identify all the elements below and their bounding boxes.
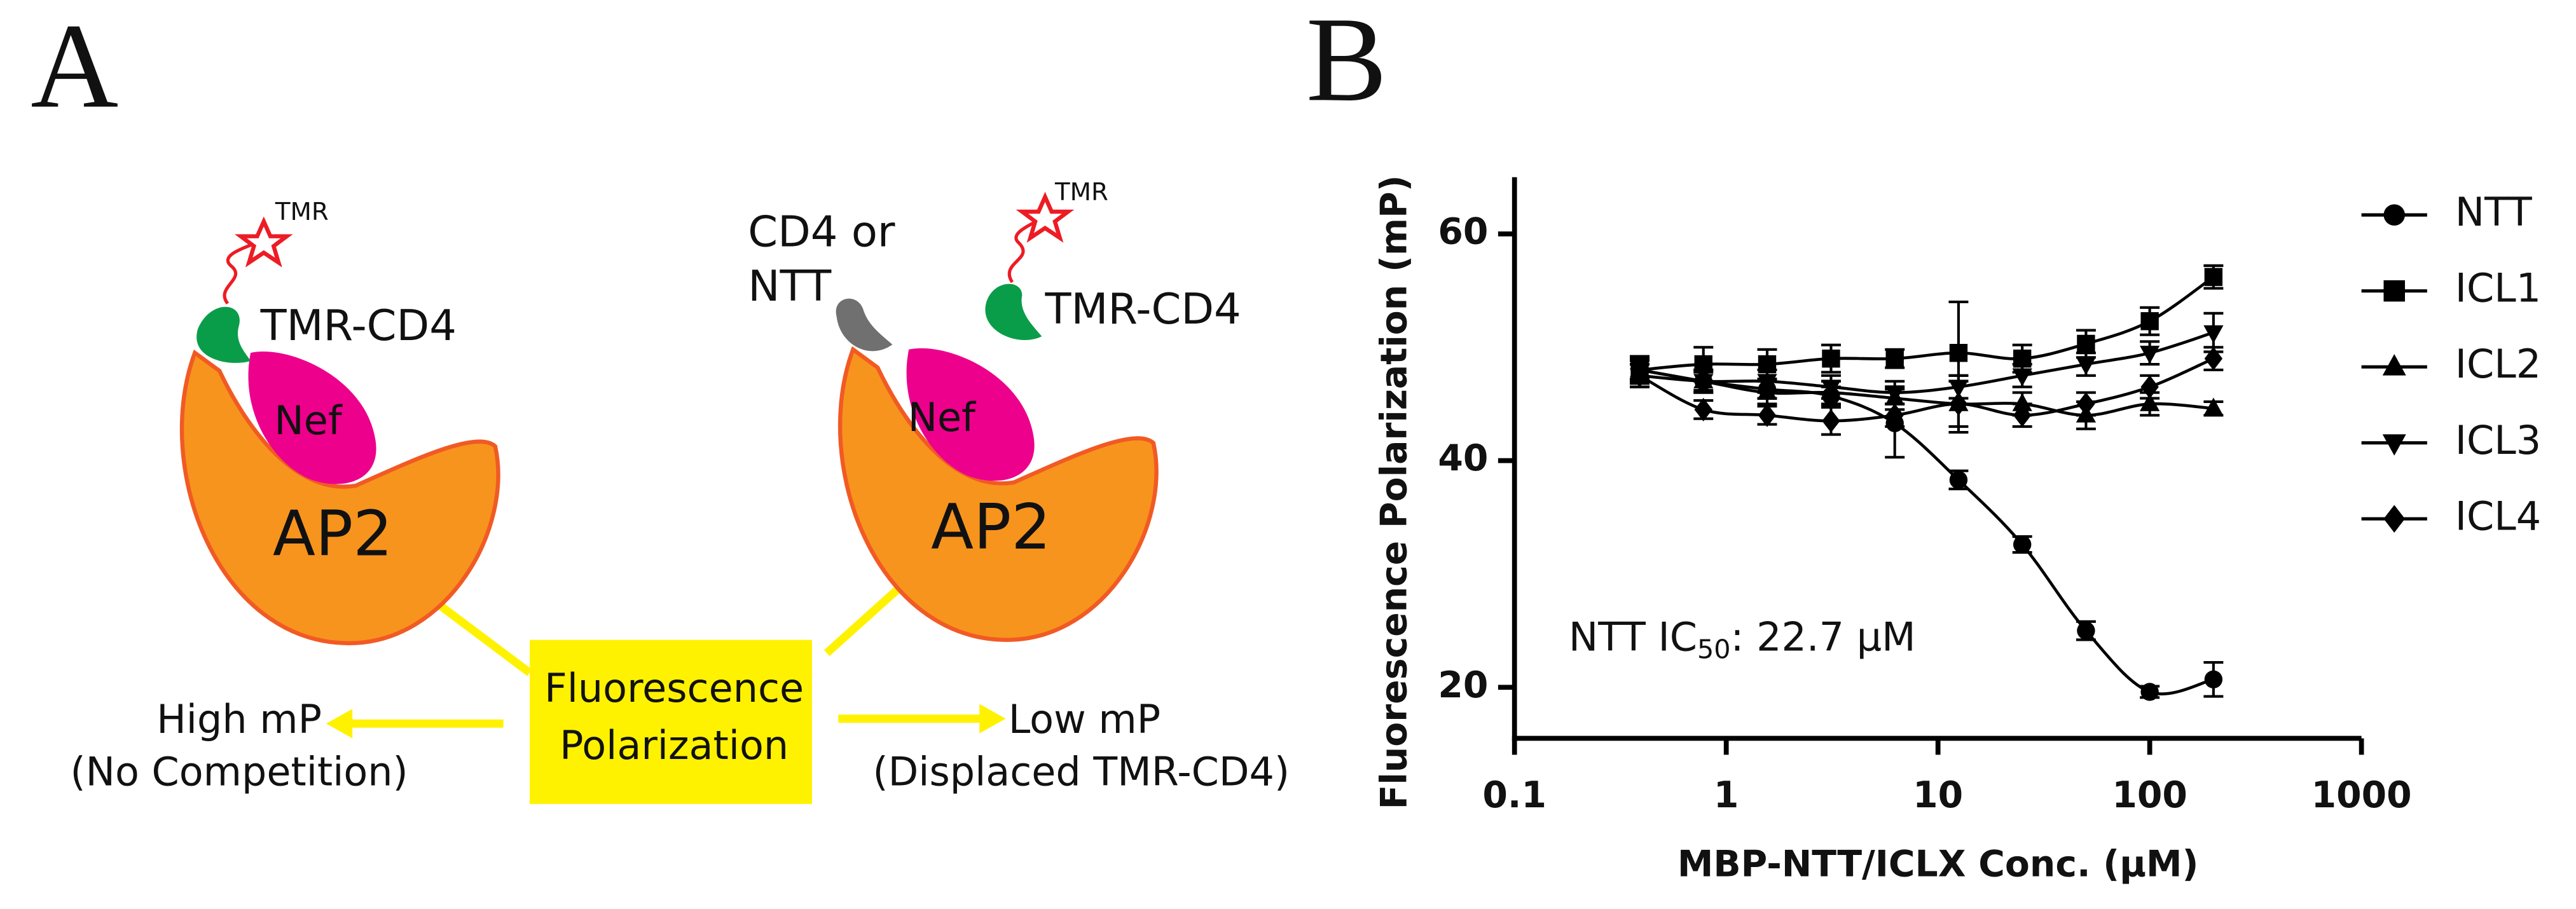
fit-line (1639, 357, 2214, 423)
competitor-blob (836, 298, 893, 352)
data-point (1822, 349, 1840, 368)
legend-marker (2382, 434, 2406, 456)
data-point (2204, 670, 2223, 689)
box-text: Fluorescence (544, 666, 804, 711)
data-point (2140, 375, 2159, 399)
x-tick-label: 10 (1913, 774, 1963, 816)
legend-label: ICL3 (2455, 418, 2541, 463)
tmr-star (234, 216, 293, 268)
box-text: Polarization (560, 723, 789, 769)
tmr-star (1016, 191, 1075, 243)
legend-label: ICL1 (2455, 266, 2541, 311)
y-tick-label: 40 (1438, 437, 1488, 479)
legend-label: NTT (2455, 189, 2533, 235)
data-point (1822, 409, 1840, 433)
ap2-label: AP2 (273, 498, 393, 571)
y-tick-label: 60 (1438, 211, 1488, 253)
data-point (1949, 470, 1968, 489)
x-axis-label: MBP-NTT/ICLX Conc. (µM) (1677, 843, 2199, 885)
data-point (2013, 535, 2032, 554)
fit-line (1639, 275, 2215, 372)
y-axis-label: Fluorescence Polarization (mP) (1373, 175, 1415, 809)
linker (1007, 218, 1040, 284)
panel-b: B MBP-NTT/ICLX Conc. (µM) Fluorescence P… (1306, 0, 2541, 885)
panel-label: A (31, 0, 118, 133)
fit-line (1639, 368, 2214, 695)
x-tick-label: 1000 (2311, 774, 2412, 816)
data-point (2013, 403, 2032, 427)
data-point (2077, 334, 2095, 353)
panel-label: B (1306, 0, 1387, 126)
probe-label: TMR-CD4 (260, 301, 457, 350)
data-point (2203, 397, 2224, 416)
data-point (1630, 364, 1649, 388)
data-point (2140, 683, 2159, 701)
cd4-blob (985, 284, 1042, 340)
data-point (1949, 392, 1968, 416)
data-point (1885, 385, 1905, 404)
data-point (2204, 346, 2223, 371)
data-point (2077, 392, 2095, 416)
nef-label: Nef (908, 395, 976, 441)
data-point (2140, 393, 2160, 411)
data-point (1885, 403, 1904, 427)
outcome-text: (Displaced TMR-CD4) (872, 749, 1290, 795)
data-point (2140, 345, 2160, 364)
data-point (1757, 374, 1777, 392)
data-point (2012, 393, 2032, 411)
tmr-label: TMR (275, 198, 329, 226)
data-point (1821, 379, 1842, 398)
annotation-part: : 22.7 µM (1731, 615, 1916, 660)
fit-line (1639, 331, 2214, 394)
outcome-text: (No Competition) (70, 749, 408, 795)
x-tick-label: 100 (2112, 774, 2187, 816)
outcome-text: High mP (156, 697, 322, 742)
arrow-head (979, 704, 1006, 734)
annotation-sub: 50 (1697, 634, 1731, 665)
connector (429, 595, 532, 676)
complex-right (836, 298, 1159, 642)
data-point (1758, 403, 1777, 427)
data-point (2077, 621, 2095, 640)
panel-a: A Fluorescence Polarization High mP (No … (31, 0, 1290, 804)
outcome-text: Low mP (1009, 697, 1161, 742)
legend-marker (2383, 505, 2406, 533)
x-tick-label: 0.1 (1482, 774, 1546, 816)
x-tick-label: 1 (1714, 774, 1739, 816)
data-point (2140, 312, 2159, 331)
competitor-label: NTT (748, 261, 832, 311)
annotation-part: NTT IC (1569, 615, 1697, 660)
y-tick-label: 20 (1438, 664, 1488, 706)
arrow-head (326, 709, 353, 739)
legend-marker (2382, 354, 2406, 376)
legend-label: ICL4 (2455, 493, 2541, 539)
legend-label: ICL2 (2455, 341, 2541, 387)
data-point (2076, 357, 2097, 376)
data-point (1885, 349, 1904, 368)
annotation: NTT IC50: 22.7 µM (1569, 615, 1916, 665)
nef-shape (906, 348, 1035, 481)
nef-shape (248, 352, 376, 484)
fp-box (529, 639, 812, 804)
legend-marker (2383, 280, 2406, 302)
data-point (1693, 374, 1714, 392)
ap2-label: AP2 (931, 491, 1051, 564)
cd4-blob (196, 306, 251, 363)
nef-label: Nef (274, 398, 342, 444)
probe-label: TMR-CD4 (1044, 284, 1241, 334)
competitor-label: CD4 or (748, 207, 895, 257)
linker (223, 241, 257, 305)
data-point (2204, 268, 2223, 286)
complex-left (179, 216, 500, 646)
legend-marker (2383, 204, 2406, 226)
data-point (2203, 325, 2224, 344)
data-point (1694, 397, 1712, 421)
data-point (1949, 344, 1968, 362)
fit-line (1639, 368, 2214, 417)
tmr-label: TMR (1054, 178, 1108, 207)
data-point (2012, 368, 2032, 386)
